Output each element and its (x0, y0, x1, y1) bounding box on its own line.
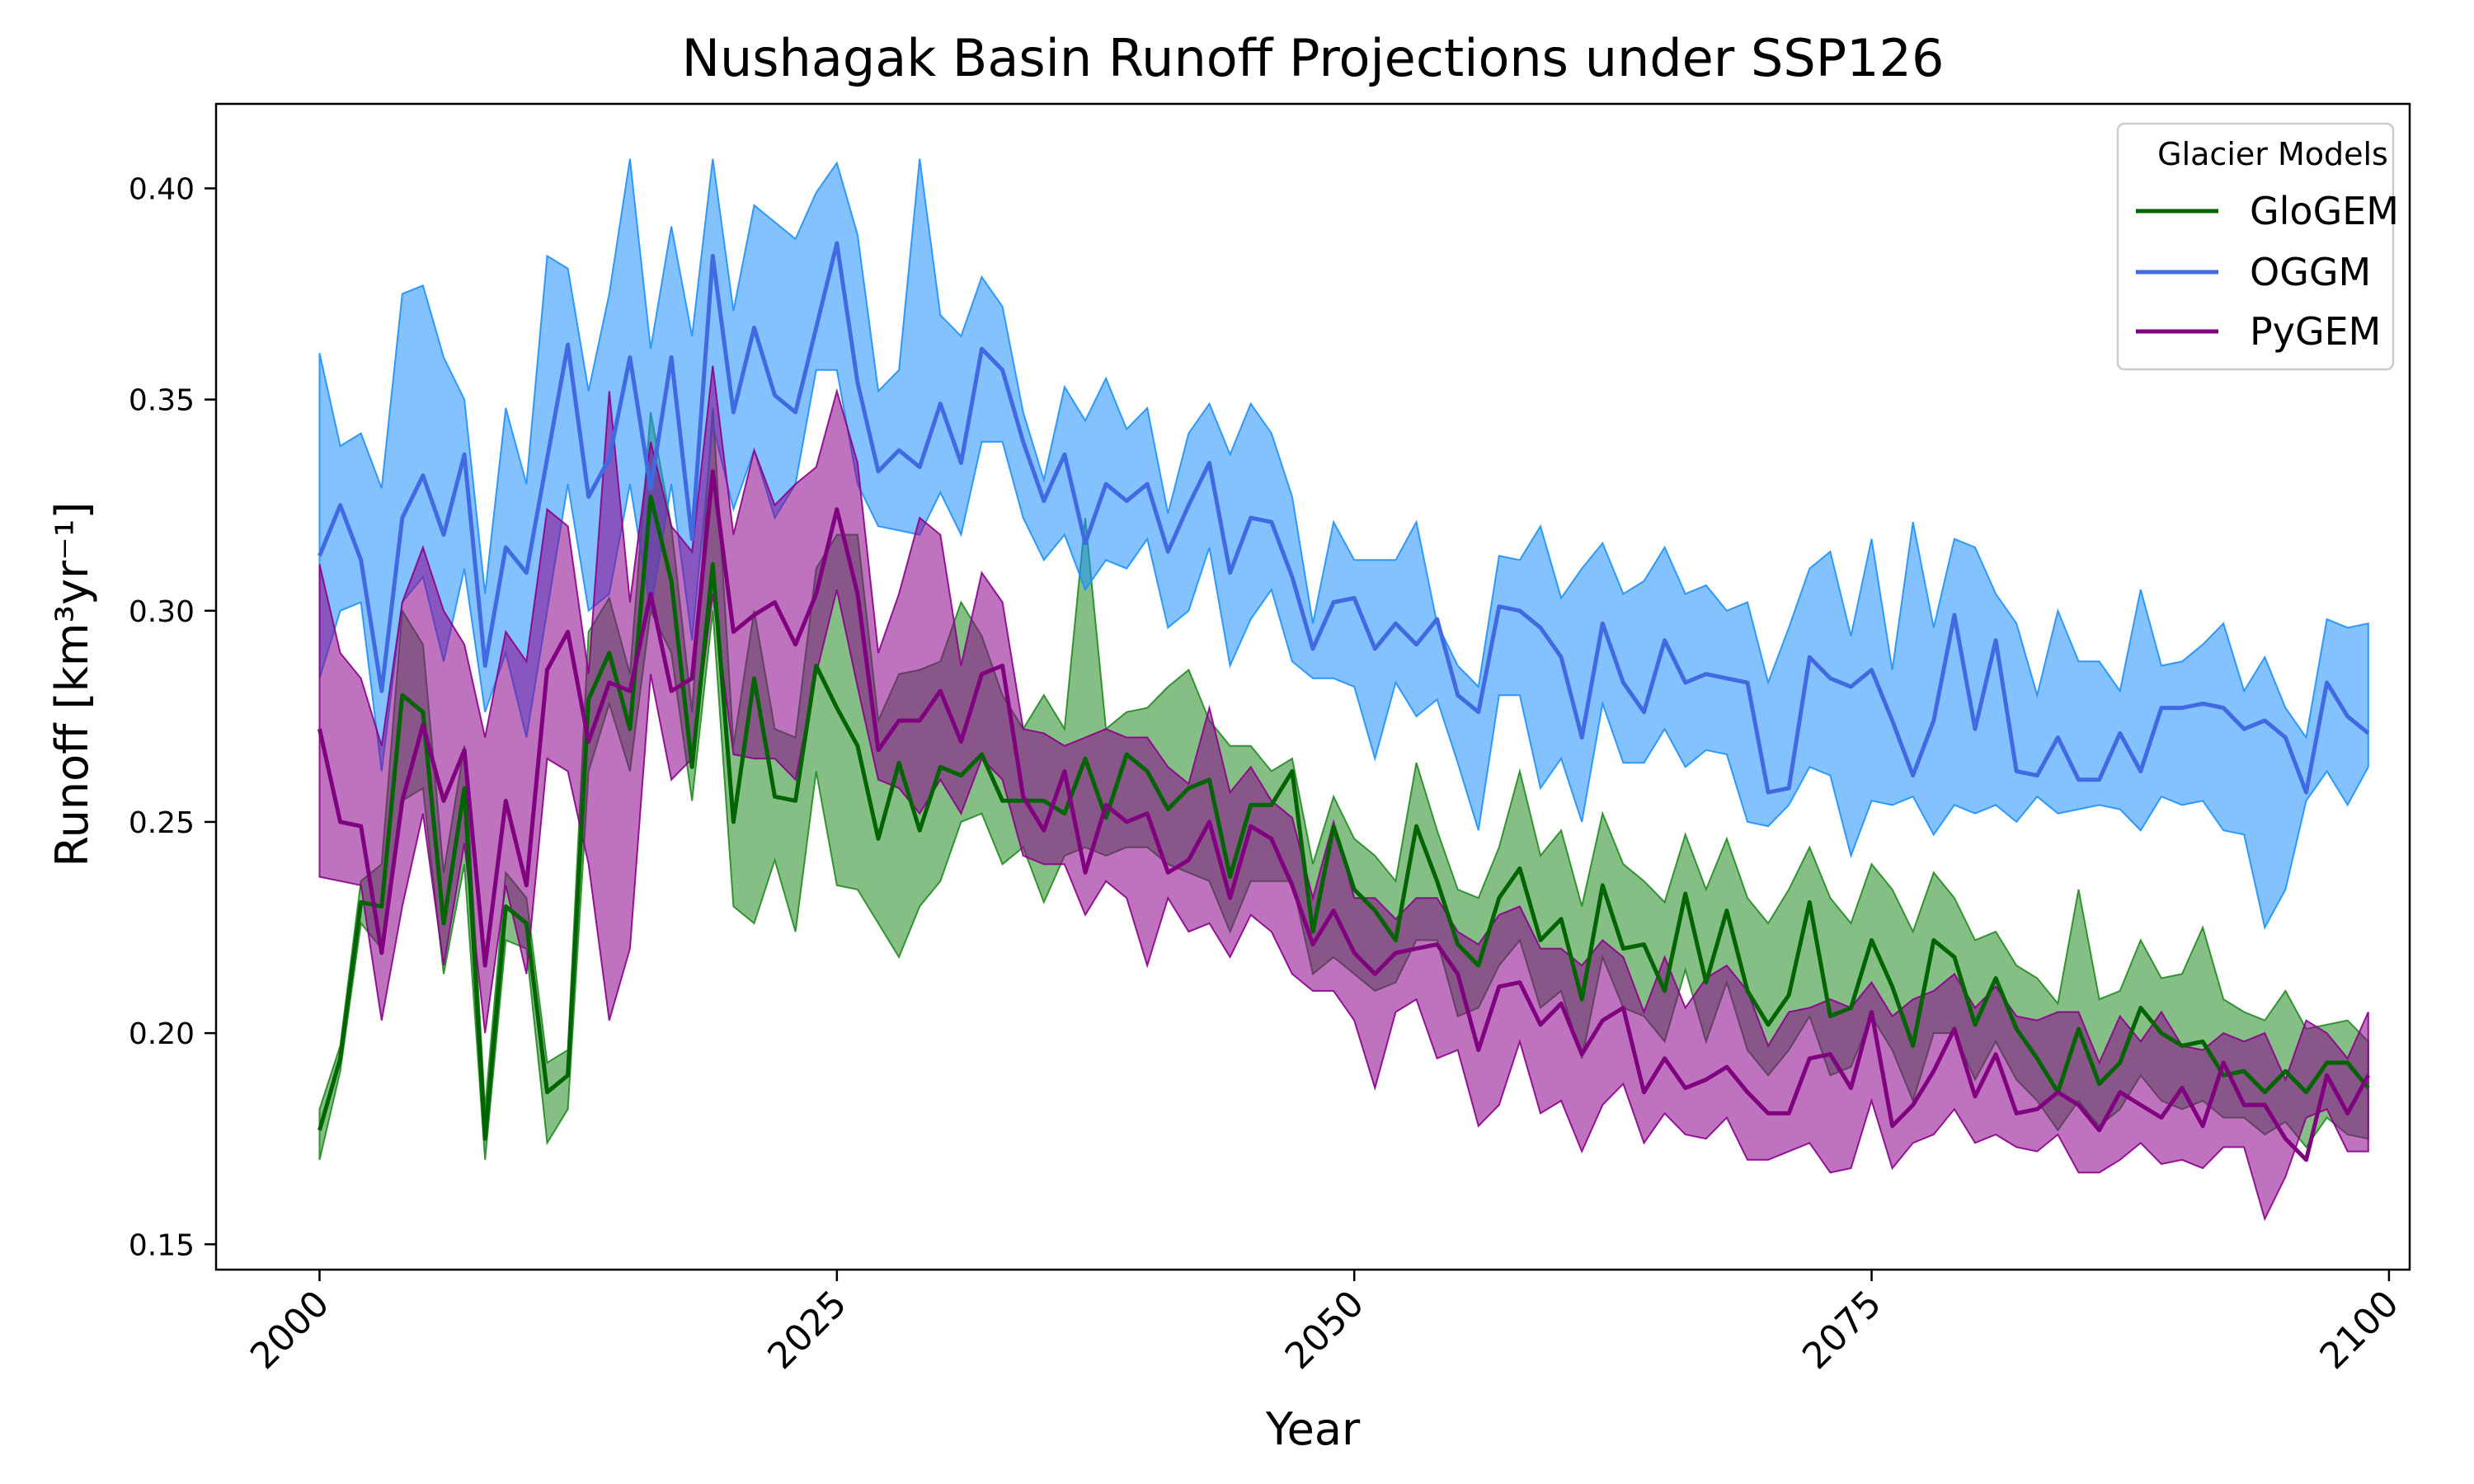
x-tick-label-2025: 2025 (760, 1283, 854, 1378)
y-tick-label-0.25: 0.25 (129, 806, 195, 840)
legend: Glacier Models GloGEM OGGM PyGEM (2116, 122, 2399, 371)
legend-label-glogem: GloGEM (2250, 189, 2399, 233)
y-tick-label-0.20: 0.20 (129, 1017, 195, 1051)
line-oggm (317, 241, 2370, 795)
chart-title: Nushagak Basin Runoff Projections under … (682, 28, 1945, 88)
x-axis: 2000 2025 2050 2075 2100 (242, 1270, 2407, 1378)
legend-title: Glacier Models (2157, 136, 2388, 172)
x-tick-label-2075: 2075 (1794, 1283, 1889, 1378)
legend-box (2116, 122, 2395, 371)
x-axis-label: Year (1265, 1403, 1361, 1455)
y-tick-label-0.15: 0.15 (129, 1228, 195, 1262)
y-tick-label-0.40: 0.40 (129, 172, 195, 206)
y-tick-label-0.30: 0.30 (129, 595, 195, 629)
y-axis: 0.15 0.20 0.25 0.30 0.35 0.40 (129, 172, 216, 1262)
line-pygem (317, 469, 2370, 1162)
y-tick-label-0.35: 0.35 (129, 384, 195, 418)
plot-frame (214, 102, 2411, 1271)
band-oggm (318, 158, 2369, 930)
y-axis-label: Runoff [km³yr⁻¹] (46, 502, 98, 867)
x-tick-label-2050: 2050 (1277, 1283, 1372, 1378)
legend-label-oggm: OGGM (2250, 250, 2371, 294)
x-tick-label-2000: 2000 (242, 1283, 337, 1378)
x-tick-label-2100: 2100 (2312, 1283, 2406, 1378)
legend-label-pygem: PyGEM (2250, 309, 2381, 354)
line-glogem (317, 495, 2370, 1141)
series-lines (317, 241, 2370, 1162)
